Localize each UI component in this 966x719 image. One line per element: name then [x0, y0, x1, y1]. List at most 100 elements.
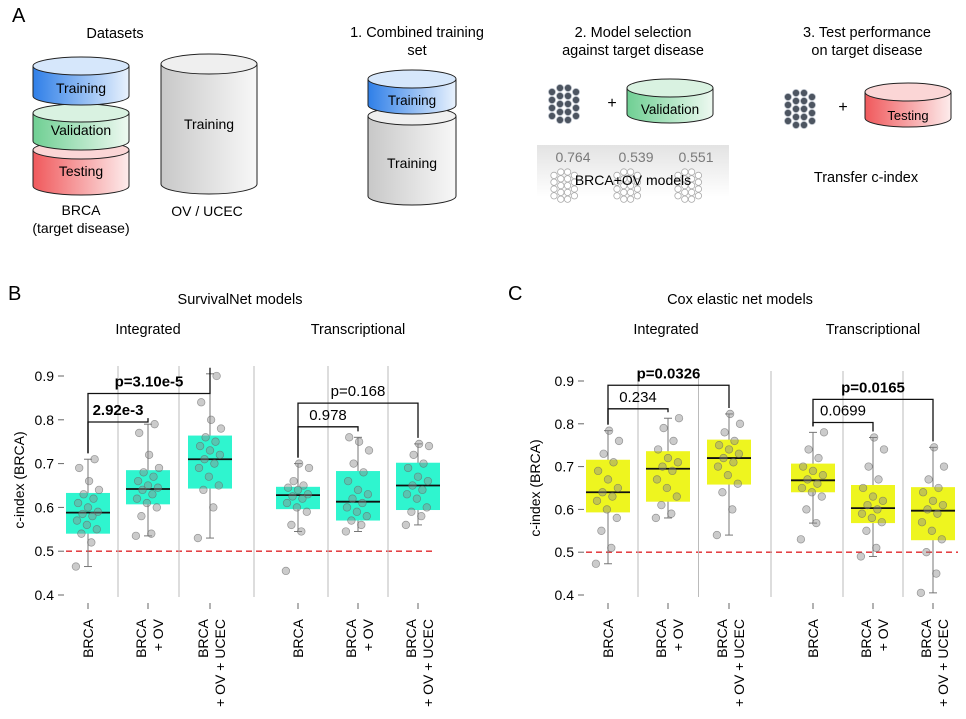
comparison-bracket: [297, 402, 419, 458]
category-label: BRCA+ OV + UCEC: [403, 618, 436, 707]
box: [707, 439, 751, 485]
data-point: [933, 509, 942, 518]
data-point: [858, 483, 868, 493]
panel-b-group-transcriptional: Transcriptional: [311, 322, 406, 338]
comparison-label: 2.92e-3: [93, 402, 144, 419]
data-point: [73, 498, 83, 508]
transfer-cindex-label: Transfer c-index: [814, 170, 919, 186]
network-node: [620, 175, 628, 183]
data-point: [863, 500, 872, 510]
y-tick-label: 0.5: [35, 543, 55, 559]
comparison-label: 0.978: [309, 407, 347, 424]
data-point: [423, 476, 433, 486]
data-point: [939, 462, 949, 471]
y-tick-label: 0.9: [35, 368, 55, 384]
network-node: [571, 111, 580, 120]
data-point: [724, 445, 734, 454]
panel-c-group-transcriptional: Transcriptional: [826, 322, 921, 338]
data-point: [609, 458, 618, 467]
network-node: [633, 192, 641, 200]
category-label: BRCA+ OV: [133, 618, 166, 658]
network-node: [784, 93, 792, 101]
neural-network-icon-step3: [784, 89, 816, 129]
category-label: BRCA+ OV + UCEC: [918, 618, 951, 707]
data-point: [342, 503, 352, 512]
training-cylinder-label: Training: [56, 80, 106, 96]
data-point: [345, 433, 354, 442]
network-node: [633, 178, 641, 186]
data-point: [82, 520, 92, 530]
network-node: [688, 195, 696, 203]
network-node: [799, 97, 808, 105]
data-point: [204, 472, 214, 481]
data-point: [718, 488, 727, 497]
data-point: [131, 531, 141, 541]
network-node: [548, 111, 556, 120]
network-node: [633, 185, 641, 193]
data-point: [357, 520, 366, 530]
data-point: [653, 445, 663, 454]
data-point: [94, 485, 104, 495]
comparison-label: p=0.0165: [841, 379, 905, 396]
y-tick-label: 0.4: [555, 587, 575, 603]
category-label: BRCA: [290, 618, 306, 658]
network-node: [613, 192, 621, 200]
network-node: [799, 120, 808, 129]
comparison-label: 0.0699: [820, 403, 866, 420]
data-point: [412, 494, 422, 503]
data-point: [735, 419, 745, 428]
data-point: [414, 439, 424, 449]
data-point: [139, 468, 148, 477]
data-point: [197, 398, 206, 407]
data-point: [733, 479, 742, 488]
network-node: [550, 185, 558, 193]
data-point: [877, 518, 886, 527]
data-point: [201, 433, 210, 442]
network-node: [681, 195, 689, 203]
network-node: [694, 185, 702, 193]
combined-training-top-label: Training: [388, 93, 436, 108]
data-point: [137, 512, 146, 521]
data-point: [214, 481, 223, 490]
network-node: [688, 168, 696, 176]
network-node: [571, 88, 580, 96]
data-point: [667, 509, 676, 518]
panel-a-letter: A: [12, 5, 26, 27]
data-point: [422, 503, 431, 512]
data-point: [133, 476, 143, 486]
validation-cylinder-step2: Validation: [626, 78, 714, 124]
panel-b: B SurvivalNet models Integrated Transcri…: [8, 283, 440, 707]
other-training-cylinder: Training: [160, 53, 258, 195]
data-point: [302, 507, 311, 516]
network-node: [556, 92, 564, 100]
model-score-1: 0.764: [555, 149, 590, 165]
data-point: [651, 513, 661, 523]
mini-model-icon: [674, 168, 702, 203]
data-point: [143, 481, 153, 490]
network-node: [550, 171, 558, 180]
data-point: [652, 475, 662, 484]
validation-cylinder-label: Validation: [51, 122, 111, 138]
data-point: [879, 445, 889, 454]
data-point: [813, 479, 822, 488]
data-point: [798, 462, 808, 471]
data-point: [657, 500, 666, 510]
category-label: BRCA+ OV + UCEC: [714, 618, 747, 707]
data-point: [804, 445, 813, 454]
network-node: [613, 185, 621, 193]
combined-training-stack: Training Training: [367, 69, 457, 206]
network-node: [564, 188, 572, 196]
category-label: BRCA+ OV + UCEC: [195, 618, 228, 707]
data-point: [797, 483, 807, 493]
panel-c: C Cox elastic net models Integrated Tran…: [508, 283, 958, 707]
y-tick-label: 0.7: [35, 456, 55, 472]
data-point: [803, 475, 812, 484]
models-label: BRCA+OV models: [575, 172, 691, 188]
network-node: [694, 178, 702, 186]
data-point: [298, 494, 307, 503]
network-node: [799, 104, 808, 113]
network-node: [784, 108, 792, 117]
data-point: [591, 559, 601, 568]
network-node: [613, 178, 621, 186]
